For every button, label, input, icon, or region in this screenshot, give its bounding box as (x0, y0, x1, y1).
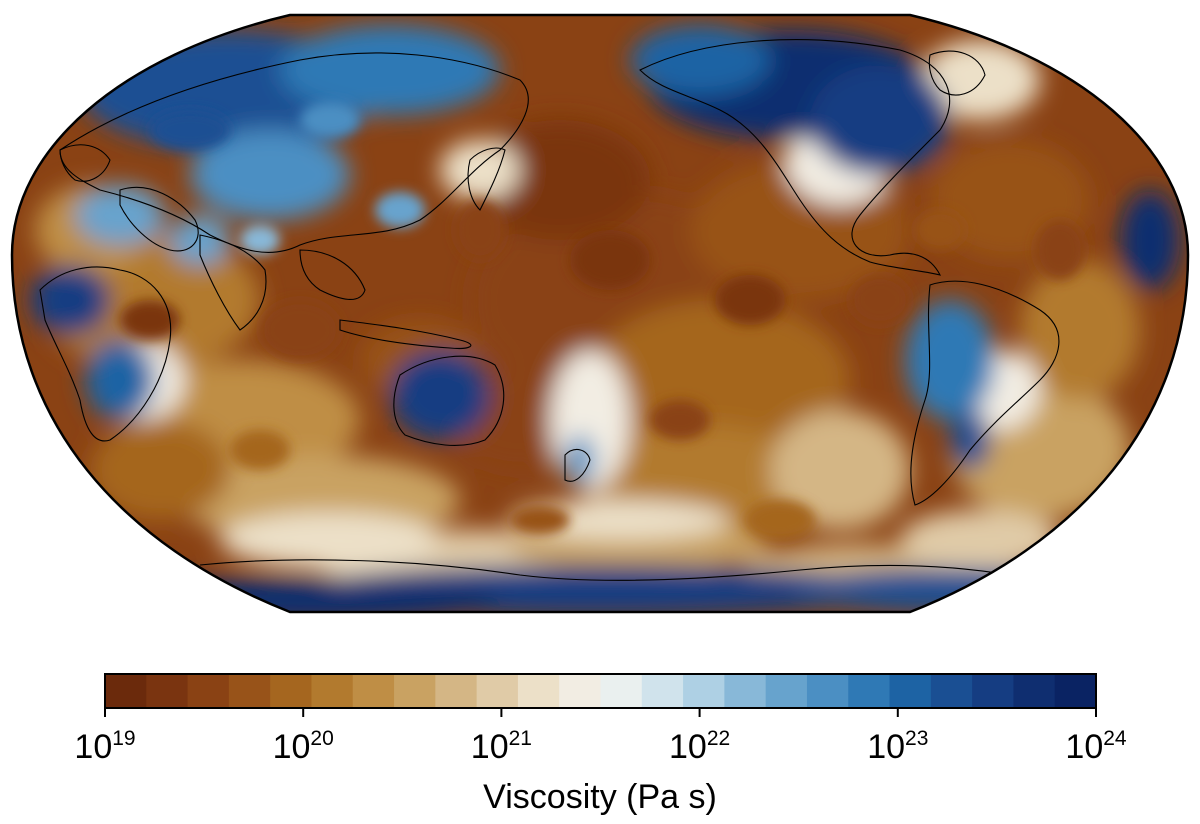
colorbar-svg: 1019 1020 1021 1022 1023 1024 Viscosity (Pa s… (74, 673, 1127, 816)
field-patch (30, 265, 110, 335)
field-patch (470, 120, 650, 240)
field-patch (440, 140, 520, 200)
field-patch (510, 500, 730, 540)
field-patch (510, 505, 570, 535)
field-patch (745, 500, 815, 540)
colorbar-swatch (435, 674, 478, 708)
field-patch (300, 102, 360, 138)
colorbar-swatch (105, 674, 147, 708)
colorbar-swatch (352, 674, 395, 708)
colorbar-swatch (1013, 674, 1056, 708)
field-patch (75, 185, 165, 245)
colorbar-swatch (930, 674, 973, 708)
coastline (639, 39, 951, 276)
coastline (299, 249, 366, 300)
field-patch (650, 400, 710, 440)
coastline (393, 355, 505, 446)
field-patch (850, 275, 910, 325)
coastline (39, 266, 172, 442)
field-patch (570, 230, 650, 290)
colorbar-tick-label: 1021 (471, 727, 532, 766)
field-patch (810, 65, 950, 175)
field-patch (390, 350, 490, 440)
colorbar-swatch (311, 674, 354, 708)
colorbar-swatch (517, 674, 560, 708)
colorbar-swatch (476, 674, 519, 708)
colorbar-swatch (972, 674, 1015, 708)
field-patch (190, 130, 350, 220)
colorbar-swatch (806, 674, 849, 708)
field-patch (715, 275, 785, 325)
colorbar-ticks: 1019 1020 1021 1022 1023 1024 (74, 708, 1127, 766)
coastline (564, 449, 591, 482)
colorbar-swatch (270, 674, 313, 708)
coastline (119, 186, 199, 252)
field-patch (120, 300, 180, 340)
field-patch (950, 410, 990, 470)
field-patch (90, 420, 230, 520)
colorbar-swatch (187, 674, 230, 708)
coastline (199, 559, 1011, 581)
field-patch (240, 225, 280, 255)
field-patch (905, 300, 995, 420)
colorbar-swatch (641, 674, 684, 708)
coastline (59, 144, 111, 182)
field-patch (230, 430, 290, 470)
field-patch (375, 192, 425, 228)
coastlines (39, 39, 1060, 581)
field-patch (220, 512, 440, 568)
colorbar-tick-label: 1020 (273, 727, 334, 766)
coastline (467, 147, 506, 211)
colorbar-swatch (1054, 674, 1097, 708)
field-patch (770, 410, 910, 530)
coastline (59, 52, 529, 253)
field-patch (280, 25, 500, 115)
field-patch (915, 210, 965, 250)
colorbar-tick-label: 1022 (669, 727, 730, 766)
field-patch (100, 578, 500, 612)
field-patch (565, 435, 595, 485)
map-svg (10, 13, 1190, 614)
field-patch (455, 200, 505, 260)
colorbar-tick-label: 1019 (74, 727, 135, 766)
world-map (10, 13, 1190, 614)
coastline (910, 280, 1060, 506)
field-patch (790, 568, 1110, 612)
colorbar-label: Viscosity (Pa s) (483, 778, 717, 816)
field-patch (260, 300, 340, 360)
coastline (928, 50, 986, 96)
colorbar-tick-label: 1024 (1065, 727, 1127, 766)
field-patch (900, 510, 1060, 570)
map-outline (10, 13, 1190, 614)
colorbar-tick-label: 1023 (867, 727, 928, 766)
coastline (339, 319, 472, 349)
field-patch (150, 110, 230, 150)
coastline (199, 234, 267, 331)
colorbar-swatch (724, 674, 767, 708)
colorbar-swatch (848, 674, 891, 708)
viscosity-detail (120, 102, 1085, 540)
colorbar-swatch (394, 674, 436, 708)
colorbar-swatch (146, 674, 189, 708)
colorbar-swatches (105, 674, 1097, 708)
colorbar-swatch (889, 674, 932, 708)
field-patch (1020, 260, 1140, 400)
colorbar-swatch (765, 674, 808, 708)
field-patch (1120, 190, 1180, 290)
colorbar-swatch (559, 674, 602, 708)
colorbar: 1019 1020 1021 1022 1023 1024 Viscosity (Pa s… (0, 660, 1200, 824)
field-patch (85, 340, 155, 420)
colorbar-swatch (600, 674, 643, 708)
colorbar-swatch (228, 674, 271, 708)
field-patch (1035, 220, 1085, 280)
colorbar-frame (104, 673, 1097, 709)
field-patch (630, 25, 770, 95)
colorbar-swatch (683, 674, 725, 708)
